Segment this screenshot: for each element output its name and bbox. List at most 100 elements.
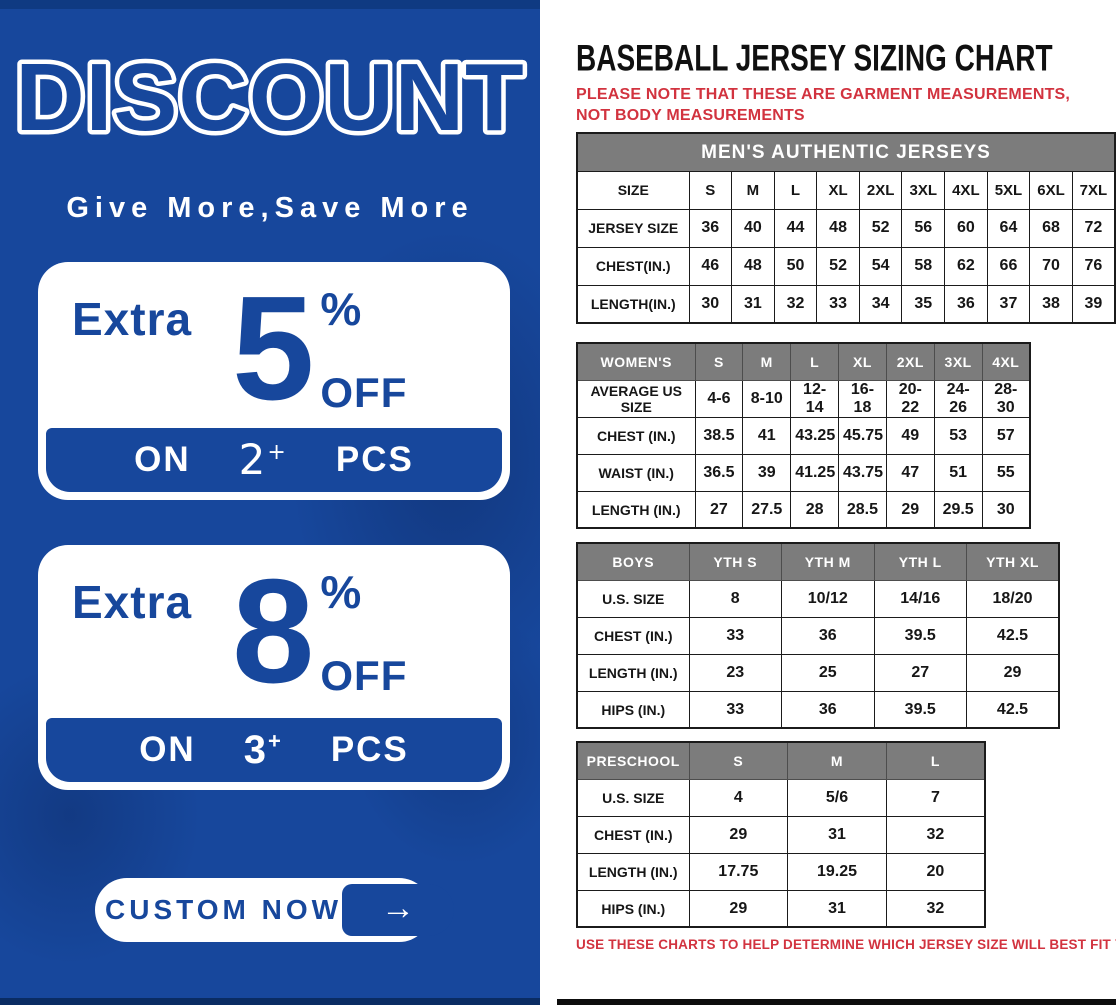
percent-sign: %: [320, 283, 362, 335]
mens-value-cell: 48: [816, 208, 860, 248]
preschool-value-cell: 31: [787, 889, 887, 928]
plus-sign: +: [267, 440, 288, 465]
preschool-value-cell: 32: [885, 815, 986, 854]
mens-value-cell: 31: [731, 284, 775, 324]
womens-value-cell: 51: [933, 453, 983, 492]
off-label: OFF: [320, 369, 408, 416]
womens-header-cell: 3XL: [933, 342, 983, 381]
boys-row-label: CHEST (IN.): [576, 616, 690, 655]
mens-row-label: JERSEY SIZE: [576, 208, 690, 248]
boys-header-cell: YTH S: [688, 542, 782, 581]
pcs-label: PCS: [330, 730, 409, 769]
womens-value-cell: 28: [790, 490, 840, 529]
preschool-value-cell: 31: [787, 815, 887, 854]
womens-header-cell: WOMEN'S: [576, 342, 696, 381]
mens-value-cell: 36: [944, 284, 988, 324]
cta-arrow-cap[interactable]: →: [342, 884, 455, 936]
boys-value-cell: 29: [966, 653, 1060, 692]
mens-band-title: MEN'S AUTHENTIC JERSEYS: [576, 132, 1116, 172]
custom-now-button[interactable]: CUSTOM NOW →: [95, 878, 455, 942]
womens-value-cell: 4-6: [694, 379, 744, 418]
mens-header-cell: 4XL: [944, 170, 988, 210]
womens-value-cell: 16-18: [838, 379, 887, 418]
womens-value-cell: 55: [981, 453, 1031, 492]
boys-value-cell: 33: [688, 616, 782, 655]
mens-value-cell: 76: [1071, 246, 1116, 286]
preschool-row-label: HIPS (IN.): [576, 889, 690, 928]
boys-row-label: LENGTH (IN.): [576, 653, 690, 692]
womens-value-cell: 57: [981, 416, 1031, 455]
preschool-row-label: LENGTH (IN.): [576, 852, 690, 891]
on-label: ON: [134, 440, 191, 479]
womens-row-label: AVERAGE US SIZE: [576, 379, 696, 418]
womens-value-cell: 53: [933, 416, 983, 455]
preschool-header-cell: M: [787, 741, 887, 780]
mens-value-cell: 36: [688, 208, 733, 248]
womens-sizing-table: WOMEN'S S M L XL 2XL 3XL 4XL AVERAGE US SIZE 4-6 8…: [576, 342, 1031, 530]
womens-value-cell: 43.75: [838, 453, 887, 492]
mens-value-cell: 33: [816, 284, 860, 324]
womens-header-cell: L: [790, 342, 840, 381]
womens-value-cell: 8-10: [742, 379, 792, 418]
mens-value-cell: 56: [901, 208, 946, 248]
offer-top: Extra 5 % OFF: [38, 262, 510, 426]
percent-sign: %: [320, 566, 362, 618]
womens-row-label: LENGTH (IN.): [576, 490, 696, 529]
boys-value-cell: 8: [688, 579, 782, 618]
plus-sign: +: [267, 728, 283, 754]
promo-panel: DISCOUNT Give More,Save More Extra 5 % O…: [0, 0, 540, 1005]
extra-label: Extra: [72, 576, 193, 628]
garment-measurement-note: PLEASE NOTE THAT THESE ARE GARMENT MEASU…: [576, 85, 1071, 124]
offer-top: Extra 8 % OFF: [38, 545, 510, 716]
mens-value-cell: 48: [731, 246, 775, 286]
womens-row-label: WAIST (IN.): [576, 453, 696, 492]
womens-value-cell: 41: [742, 416, 792, 455]
womens-value-cell: 12-14: [790, 379, 840, 418]
womens-header-cell: XL: [838, 342, 887, 381]
womens-value-cell: 39: [742, 453, 792, 492]
panel-top-edge: [0, 0, 540, 9]
mens-value-cell: 68: [1029, 208, 1073, 248]
boys-value-cell: 23: [688, 653, 782, 692]
offer-card-8-percent: Extra 8 % OFF ON 3+ PCS: [38, 545, 510, 790]
womens-value-cell: 27: [694, 490, 744, 529]
womens-value-cell: 24-26: [933, 379, 983, 418]
custom-now-label: CUSTOM NOW: [105, 894, 343, 925]
arrow-right-icon: →: [381, 889, 416, 927]
mens-sizing-table: MEN'S AUTHENTIC JERSEYS SIZE S M L XL 2XL 3XL 4X…: [576, 132, 1116, 325]
boys-header-cell: BOYS: [576, 542, 690, 581]
boys-value-cell: 14/16: [873, 579, 967, 618]
mens-value-cell: 64: [986, 208, 1031, 248]
boys-value-cell: 42.5: [966, 616, 1060, 655]
mens-header-cell: 7XL: [1071, 170, 1116, 210]
mens-value-cell: 54: [858, 246, 903, 286]
womens-value-cell: 36.5: [694, 453, 744, 492]
womens-value-cell: 47: [885, 453, 935, 492]
mens-value-cell: 35: [901, 284, 946, 324]
off-label: OFF: [320, 652, 408, 699]
boys-value-cell: 36: [781, 690, 875, 729]
mens-header-cell: 5XL: [986, 170, 1031, 210]
mens-value-cell: 72: [1071, 208, 1116, 248]
mens-value-cell: 46: [688, 246, 733, 286]
boys-header-cell: YTH L: [873, 542, 967, 581]
offer-condition-bar: ON 3+ PCS: [46, 718, 502, 782]
percent-off-column: % OFF: [320, 286, 407, 414]
mens-value-cell: 34: [858, 284, 903, 324]
womens-value-cell: 29: [885, 490, 935, 529]
boys-header-cell: YTH XL: [966, 542, 1060, 581]
mens-value-cell: 38: [1029, 284, 1073, 324]
preschool-sizing-table: PRESCHOOL S M L U.S. SIZE 4 5/6 7 CHEST (IN.) 29 3…: [576, 741, 986, 929]
womens-table-container: WOMEN'S S M L XL 2XL 3XL 4XL AVERAGE US SIZE 4-6 8…: [576, 342, 1116, 530]
womens-value-cell: 29.5: [933, 490, 983, 529]
preschool-row-label: CHEST (IN.): [576, 815, 690, 854]
mens-value-cell: 44: [773, 208, 818, 248]
boys-value-cell: 42.5: [966, 690, 1060, 729]
mens-header-cell: S: [688, 170, 733, 210]
boys-value-cell: 25: [781, 653, 875, 692]
mens-row-label: CHEST(IN.): [576, 246, 690, 286]
sizing-chart-content: BASEBALL JERSEY SIZING CHART PLEASE NOTE…: [540, 0, 1116, 952]
mens-value-cell: 60: [944, 208, 988, 248]
mens-header-cell: M: [731, 170, 775, 210]
offer-condition-bar: ON 2+ PCS: [46, 428, 502, 492]
